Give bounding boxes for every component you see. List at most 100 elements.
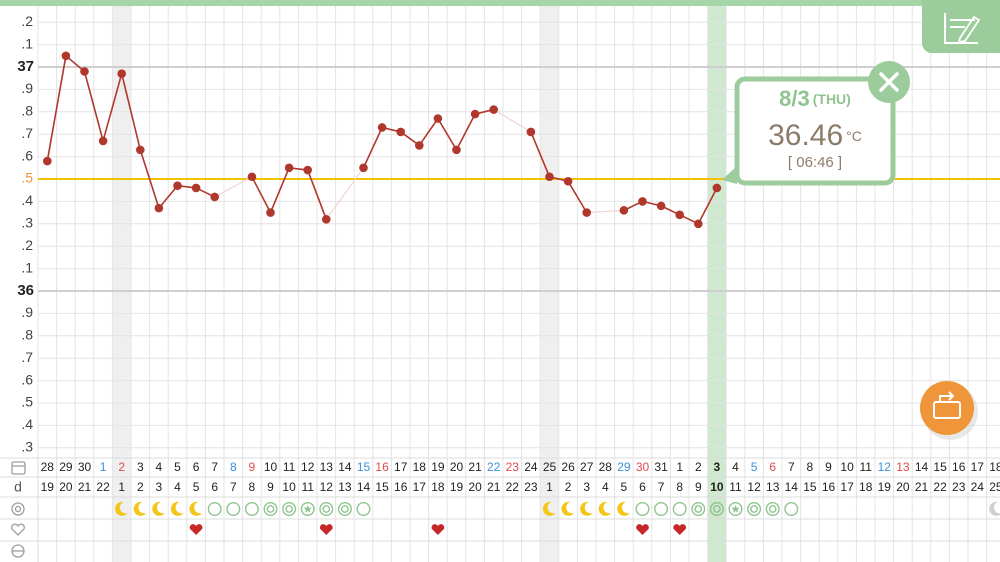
heart-icon — [431, 524, 445, 535]
date-label: 30 — [636, 460, 650, 474]
selected-band — [707, 6, 727, 562]
cycle-day-label: 4 — [174, 480, 181, 494]
date-label: 31 — [654, 460, 668, 474]
date-label: 24 — [524, 460, 538, 474]
cycle-day-label: 17 — [840, 480, 854, 494]
circle-icon — [337, 502, 352, 517]
cycle-day-label: 15 — [803, 480, 817, 494]
date-label: 26 — [561, 460, 575, 474]
cycle-day-label: 8 — [676, 480, 683, 494]
edit-button-pen — [957, 15, 981, 44]
cycle-day-label: 6 — [639, 480, 646, 494]
circle-icon — [263, 502, 278, 517]
y-tick-label: .9 — [21, 304, 33, 320]
temp-point — [638, 197, 647, 206]
cycle-day-label: 21 — [915, 480, 929, 494]
temp-point — [656, 201, 666, 211]
target-icon-inner — [14, 505, 22, 513]
date-label: 20 — [450, 460, 464, 474]
circle-icon — [691, 502, 706, 517]
date-label: 13 — [320, 460, 334, 474]
date-label: 6 — [193, 460, 200, 474]
popup-time: [ 06:46 ] — [788, 154, 842, 171]
temp-point — [154, 203, 164, 213]
cycle-start-band — [540, 6, 559, 562]
temp-point — [303, 165, 313, 175]
date-label: 28 — [41, 460, 55, 474]
cycle-day-label: 18 — [859, 480, 873, 494]
gap-line — [214, 176, 253, 198]
y-tick-label: 37 — [17, 58, 34, 75]
cycle-day-label: 12 — [747, 480, 761, 494]
date-label: 18 — [989, 460, 1000, 474]
circle-inner-icon — [750, 505, 758, 513]
date-label: 7 — [788, 460, 795, 474]
temp-line — [102, 73, 123, 142]
date-label: 6 — [769, 460, 776, 474]
cycle-day-label: 3 — [156, 480, 163, 494]
cycle-day-label: 12 — [320, 480, 334, 494]
temp-line — [120, 73, 142, 151]
temp-line — [46, 55, 67, 162]
row-icons — [11, 461, 26, 558]
temp-point — [433, 114, 443, 123]
date-label: 14 — [338, 460, 352, 474]
temp-point — [247, 172, 257, 182]
cycle-day-label: 1 — [546, 480, 553, 494]
date-label: 28 — [599, 460, 613, 474]
popup-pointer — [722, 166, 737, 184]
moon-icon — [561, 501, 575, 516]
share-button[interactable] — [920, 381, 978, 440]
temp-line — [83, 71, 104, 142]
gap-line — [586, 209, 624, 214]
cycle-day-label: 22 — [96, 480, 110, 494]
date-label: 21 — [468, 460, 482, 474]
circle-icon — [226, 502, 241, 517]
temp-line — [530, 131, 551, 178]
y-tick-label: .6 — [21, 147, 33, 163]
gap-line — [493, 109, 532, 133]
temp-line — [362, 127, 383, 169]
temp-point — [545, 172, 554, 182]
y-tick-label: .7 — [21, 125, 33, 141]
date-label: 4 — [732, 460, 739, 474]
circle-icon — [747, 502, 762, 517]
circle-icon — [784, 502, 799, 517]
temp-point — [675, 210, 684, 220]
y-tick-label: .4 — [21, 416, 33, 432]
date-label: 4 — [156, 460, 163, 474]
moon-icon — [598, 501, 612, 516]
y-tick-label: .6 — [21, 371, 33, 387]
y-tick-label: .2 — [21, 237, 33, 253]
cycle-day-label: 2 — [137, 480, 144, 494]
popup-weekday: (THU) — [813, 91, 851, 107]
date-label: 30 — [78, 460, 92, 474]
heart-icon — [636, 524, 649, 535]
temp-line — [251, 176, 272, 213]
date-label: 12 — [301, 460, 315, 474]
temp-point — [563, 176, 573, 186]
cycle-day-label: 6 — [211, 480, 218, 494]
cycle-day-label: 21 — [78, 480, 92, 494]
y-tick-label: .3 — [21, 215, 33, 231]
date-label: 10 — [840, 460, 854, 474]
star-icon — [303, 505, 312, 513]
y-tick-label: .8 — [21, 327, 33, 343]
cycle-day-label: 20 — [468, 480, 482, 494]
heart-icon — [319, 524, 333, 535]
moon-icon — [617, 501, 630, 516]
date-label: 8 — [230, 460, 237, 474]
circle-icon — [300, 502, 315, 517]
y-tick-label: .4 — [21, 192, 33, 208]
edit-button[interactable] — [922, 0, 1000, 53]
temp-point — [489, 105, 499, 114]
date-label: 8 — [807, 460, 814, 474]
popup: 8/3 (THU) 36.46 °C [ 06:46 ] — [722, 61, 910, 186]
moon-icon — [580, 501, 593, 516]
temp-point — [322, 215, 331, 224]
date-label: 1 — [676, 460, 683, 474]
temp-point — [470, 109, 480, 119]
temp-point — [396, 127, 406, 137]
cycle-day-label: 20 — [59, 480, 73, 494]
circle-inner-icon — [694, 505, 703, 513]
